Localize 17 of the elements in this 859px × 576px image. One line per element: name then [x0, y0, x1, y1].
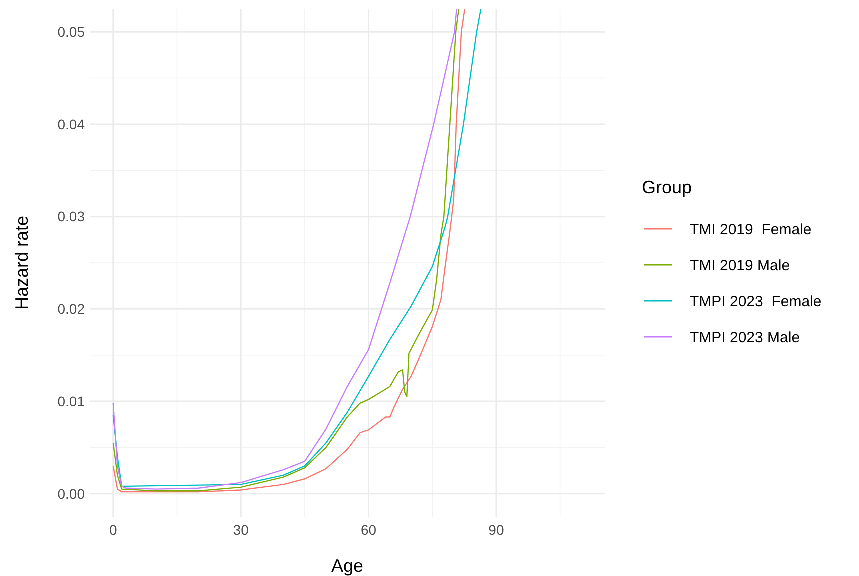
- y-tick-label: 0.02: [58, 301, 86, 318]
- x-tick-label: 90: [488, 522, 504, 538]
- y-tick-label: 0.01: [58, 393, 86, 410]
- x-tick-label: 30: [233, 522, 250, 538]
- y-tick-label: 0.05: [58, 24, 86, 40]
- legend-title: Group: [642, 177, 692, 198]
- y-tick-label: 0.03: [58, 208, 86, 225]
- legend-label: TMPI 2023 Female: [690, 293, 822, 310]
- x-tick-label: 0: [110, 522, 118, 538]
- y-tick-label: 0.04: [58, 116, 86, 132]
- legend-label: TMI 2019 Female: [690, 221, 812, 238]
- y-axis-title: Hazard rate: [12, 216, 32, 310]
- y-tick-label: 0.00: [58, 486, 86, 502]
- x-axis-title: Age: [331, 556, 364, 576]
- x-tick-label: 60: [360, 522, 377, 538]
- legend-label: TMI 2019 Male: [690, 257, 790, 274]
- legend-label: TMPI 2023 Male: [690, 329, 800, 346]
